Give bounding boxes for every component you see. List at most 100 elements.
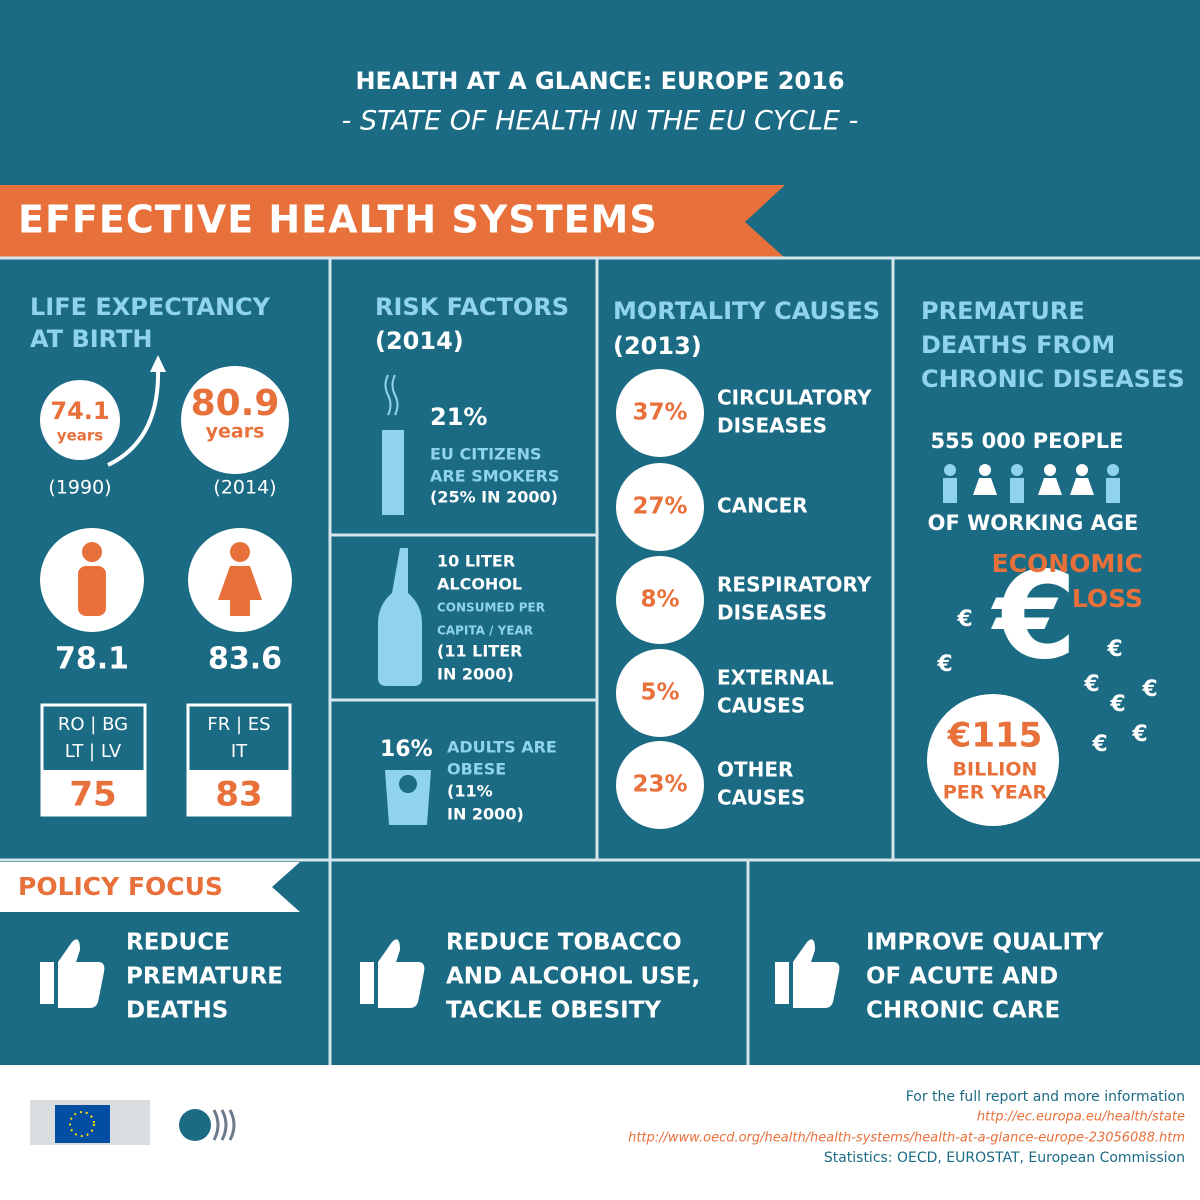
logo-text: Commission bbox=[55, 1159, 110, 1169]
value: 16% bbox=[380, 737, 433, 762]
label: CAUSES bbox=[717, 694, 805, 718]
label: CONSUMED PER bbox=[437, 601, 545, 615]
logo-text: European bbox=[55, 1148, 98, 1158]
female-icon bbox=[218, 542, 262, 616]
label: IN 2000) bbox=[437, 665, 514, 684]
value: 74.1 bbox=[50, 397, 109, 425]
label: CIRCULATORY bbox=[717, 386, 872, 410]
label: EU CITIZENS bbox=[430, 445, 542, 464]
country-boxes bbox=[40, 703, 292, 817]
bottle-icon bbox=[378, 548, 422, 686]
oecd-logo bbox=[179, 1109, 236, 1141]
euro-icon: € bbox=[990, 548, 1077, 687]
svg-text:€: € bbox=[1106, 637, 1122, 662]
policy-item: PREMATURE bbox=[126, 964, 283, 990]
value: 83.6 bbox=[208, 642, 282, 677]
label: ADULTS ARE bbox=[447, 738, 557, 757]
scale-icon bbox=[385, 770, 431, 825]
countries: LT | LV bbox=[65, 741, 122, 762]
link: http://www.oecd.org/health/health-system… bbox=[628, 1131, 1185, 1146]
subtitle: - STATE OF HEALTH IN THE EU CYCLE - bbox=[342, 106, 859, 137]
label: RESPIRATORY bbox=[717, 573, 872, 597]
banner-ribbon bbox=[0, 185, 785, 258]
unit: years bbox=[206, 421, 265, 443]
footer-text: Statistics: OECD, EUROSTAT, European Com… bbox=[824, 1150, 1185, 1166]
section-title: POLICY FOCUS bbox=[18, 872, 223, 901]
svg-text:€: € bbox=[1131, 722, 1147, 747]
value: 37% bbox=[632, 400, 687, 426]
thumb-icons bbox=[40, 939, 840, 1008]
year: (1990) bbox=[48, 477, 111, 499]
label: OF WORKING AGE bbox=[928, 511, 1139, 535]
svg-text:€: € bbox=[936, 652, 952, 677]
value: 23% bbox=[632, 772, 687, 798]
label: (11% bbox=[447, 782, 493, 801]
link: http://ec.europa.eu/health/state bbox=[977, 1110, 1185, 1125]
label: EXTERNAL bbox=[717, 666, 834, 690]
panel-title: RISK FACTORS bbox=[375, 293, 569, 321]
countries: FR | ES bbox=[207, 714, 270, 735]
label: DISEASES bbox=[717, 414, 827, 438]
policy-item: REDUCE bbox=[126, 930, 230, 956]
countries: IT bbox=[231, 741, 248, 762]
label: OTHER bbox=[717, 758, 793, 782]
svg-text:€: € bbox=[1141, 677, 1157, 702]
section-title: EFFECTIVE HEALTH SYSTEMS bbox=[18, 198, 658, 242]
label: (25% IN 2000) bbox=[430, 488, 558, 507]
policy-ribbon bbox=[0, 862, 300, 912]
label: ALCOHOL bbox=[437, 575, 522, 594]
logo-text: OECD bbox=[240, 1109, 327, 1144]
label: ARE SMOKERS bbox=[430, 467, 559, 486]
label: IN 2000) bbox=[447, 805, 524, 824]
value: €115 bbox=[947, 716, 1043, 756]
policy-item: CHRONIC CARE bbox=[866, 998, 1060, 1024]
arrow bbox=[107, 367, 161, 467]
circle bbox=[927, 694, 1059, 826]
policy-item: REDUCE TOBACCO bbox=[446, 930, 682, 956]
panel-title: DEATHS FROM bbox=[921, 331, 1115, 359]
cause-circles bbox=[616, 369, 704, 829]
label: CAUSES bbox=[717, 786, 805, 810]
value: 83 bbox=[215, 775, 262, 815]
panel-title: AT BIRTH bbox=[30, 325, 153, 353]
svg-text:€: € bbox=[1083, 672, 1099, 697]
circle bbox=[181, 366, 289, 474]
value: 78.1 bbox=[55, 642, 129, 677]
title: HEALTH AT A GLANCE: EUROPE 2016 bbox=[355, 67, 844, 95]
panel-title: LIFE EXPECTANCY bbox=[30, 293, 271, 321]
label: 555 000 PEOPLE bbox=[931, 429, 1124, 453]
ec-logo bbox=[30, 1100, 150, 1145]
value: 21% bbox=[430, 403, 487, 431]
value: 75 bbox=[69, 775, 116, 815]
arrow-head bbox=[150, 355, 166, 372]
value: 80.9 bbox=[191, 383, 280, 424]
panel-title: (2014) bbox=[375, 327, 464, 355]
label: ECONOMIC bbox=[992, 549, 1143, 578]
label: (11 LITER bbox=[437, 642, 522, 661]
svg-text:€: € bbox=[1109, 692, 1125, 717]
label: 10 LITER bbox=[437, 552, 515, 571]
panel-title: PREMATURE bbox=[921, 297, 1085, 325]
cigarette-icon bbox=[382, 374, 404, 515]
value: 27% bbox=[632, 494, 687, 520]
policy-item: OF ACUTE AND bbox=[866, 964, 1058, 990]
policy-item: TACKLE OBESITY bbox=[446, 998, 661, 1024]
euro-coins: €€ €€ €€ €€ bbox=[936, 607, 1157, 757]
dividers bbox=[0, 256, 1200, 1065]
label: LOSS bbox=[1072, 584, 1143, 613]
svg-text:€: € bbox=[1091, 732, 1107, 757]
policy-item: IMPROVE QUALITY bbox=[866, 930, 1104, 956]
panel-title: CHRONIC DISEASES bbox=[921, 365, 1185, 393]
people-icons bbox=[943, 464, 1120, 503]
label: OBESE bbox=[447, 760, 506, 779]
policy-item: DEATHS bbox=[126, 998, 228, 1024]
unit: years bbox=[57, 427, 103, 445]
svg-text:€: € bbox=[956, 607, 972, 632]
policy-item: AND ALCOHOL USE, bbox=[446, 964, 700, 990]
label: CAPITA / YEAR bbox=[437, 624, 533, 638]
countries: RO | BG bbox=[58, 714, 128, 735]
label: BILLION bbox=[953, 759, 1038, 781]
circle bbox=[40, 380, 120, 460]
label: CANCER bbox=[717, 494, 808, 518]
